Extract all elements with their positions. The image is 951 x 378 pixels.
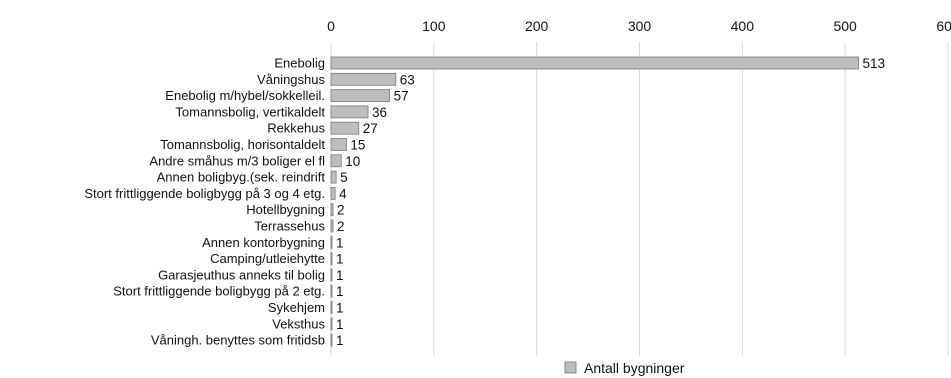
bar bbox=[330, 105, 369, 119]
data-label: 10 bbox=[345, 154, 360, 169]
category-label: Andre småhus m/3 boliger el fl bbox=[149, 153, 325, 168]
category-label: Hotellbygning bbox=[246, 202, 325, 217]
bar bbox=[330, 170, 337, 184]
data-label: 1 bbox=[336, 301, 344, 316]
data-label: 1 bbox=[336, 317, 344, 332]
data-label: 15 bbox=[350, 138, 365, 153]
category-label: Veksthus bbox=[272, 316, 325, 331]
data-label: 5 bbox=[340, 170, 348, 185]
data-label: 2 bbox=[337, 219, 345, 234]
bar bbox=[330, 138, 347, 151]
x-tick-label: 500 bbox=[833, 18, 857, 34]
x-axis-tick-labels: 0 100 200 300 400 500 600 bbox=[327, 18, 951, 34]
bar bbox=[330, 203, 334, 217]
data-label: 1 bbox=[336, 333, 344, 348]
bar bbox=[330, 333, 333, 347]
bar bbox=[330, 284, 333, 298]
category-label: Terrassehus bbox=[254, 219, 325, 234]
data-label: 4 bbox=[339, 186, 347, 201]
x-tick-label: 0 bbox=[327, 18, 335, 34]
bar bbox=[330, 301, 333, 314]
x-tick-label: 600 bbox=[936, 18, 951, 34]
legend-label: Antall bygninger bbox=[584, 360, 685, 376]
data-label: 1 bbox=[336, 268, 344, 283]
bar bbox=[330, 268, 333, 282]
bar bbox=[330, 317, 333, 331]
data-label: 1 bbox=[336, 284, 344, 299]
category-label: Garasjeuthus anneks til bolig bbox=[158, 267, 325, 282]
bar bbox=[330, 219, 334, 233]
category-label: Camping/utleiehytte bbox=[210, 251, 325, 266]
bar bbox=[330, 154, 342, 168]
category-label: Tomannsbolig, vertikaldelt bbox=[175, 104, 325, 119]
category-label: Stort frittliggende boligbygg på 3 og 4 … bbox=[84, 186, 325, 201]
category-label: Rekkehus bbox=[267, 121, 325, 136]
legend-swatch bbox=[564, 361, 577, 374]
legend: Antall bygninger bbox=[564, 360, 685, 376]
bar bbox=[330, 252, 333, 266]
category-label: Våningshus bbox=[257, 72, 325, 87]
gridlines bbox=[330, 42, 949, 356]
data-label: 1 bbox=[336, 235, 344, 250]
x-tick-label: 100 bbox=[422, 18, 446, 34]
category-label: Stort frittliggende boligbygg på 2 etg. bbox=[113, 284, 325, 299]
category-label: Tomannsbolig, horisontaldelt bbox=[160, 137, 325, 152]
category-label: Sykehjem bbox=[268, 300, 325, 315]
bars bbox=[330, 56, 859, 347]
bar bbox=[330, 56, 859, 70]
data-label: 1 bbox=[336, 252, 344, 267]
data-label: 63 bbox=[400, 72, 415, 87]
data-label: 2 bbox=[337, 203, 345, 218]
category-label: Annen kontorbygning bbox=[202, 235, 325, 250]
bar bbox=[330, 72, 397, 86]
data-label: 27 bbox=[363, 121, 378, 136]
data-label: 36 bbox=[372, 105, 387, 120]
bar bbox=[330, 235, 333, 249]
bar bbox=[330, 121, 360, 135]
bar bbox=[330, 89, 391, 102]
data-label: 57 bbox=[394, 89, 409, 104]
x-tick-label: 200 bbox=[525, 18, 549, 34]
x-tick-label: 300 bbox=[628, 18, 652, 34]
category-label: Enebolig m/hybel/sokkelleil. bbox=[165, 88, 325, 103]
category-label: Annen boligbyg.(sek. reindrift bbox=[157, 170, 326, 185]
category-label: Enebolig bbox=[274, 56, 325, 71]
category-label: Våningh. benyttes som fritidsb bbox=[151, 333, 325, 348]
data-label: 513 bbox=[863, 56, 886, 71]
bar bbox=[330, 186, 336, 200]
x-tick-label: 400 bbox=[731, 18, 755, 34]
